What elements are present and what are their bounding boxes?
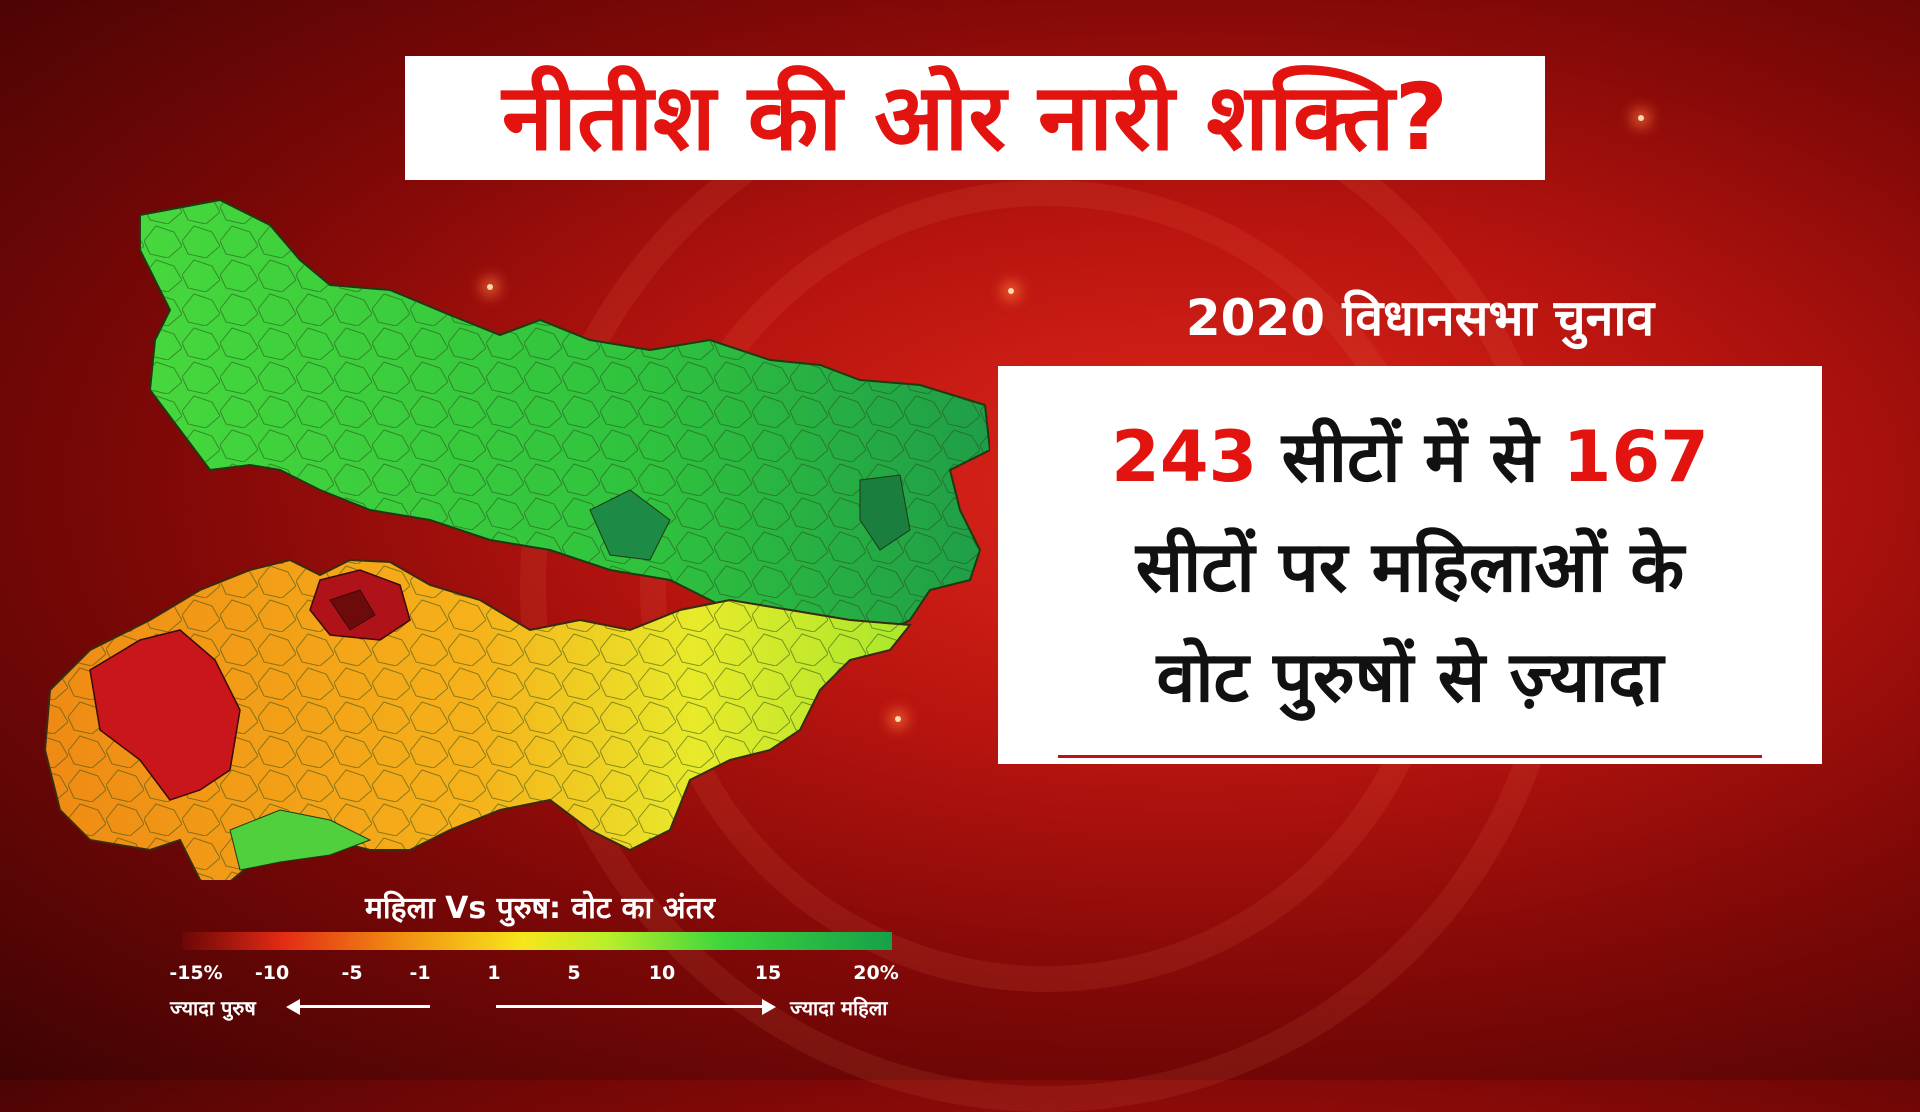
sparkle [1008, 288, 1014, 294]
sparkle [1638, 115, 1644, 121]
bihar-map-svg [43, 198, 990, 880]
dark-green-patch [859, 474, 911, 551]
legend-tick: 5 [567, 962, 581, 984]
page-title: नीतीश की ओर नारी शक्ति? [502, 64, 1448, 171]
info-divider [1058, 755, 1762, 758]
bihar-map [30, 190, 990, 880]
north-district-borders [140, 200, 990, 640]
legend-tick: 1 [487, 962, 501, 984]
more-women-label: ज्यादा महिला [790, 996, 888, 1020]
more-men-label: ज्यादा पुरुष [170, 996, 256, 1020]
darkred-region [329, 589, 376, 631]
arrow-left-line [296, 1005, 430, 1008]
sparkle [487, 284, 493, 290]
legend-tick: 10 [648, 962, 676, 984]
legend-tick: 15 [754, 962, 782, 984]
legend-tick: -15% [169, 962, 223, 984]
south-district-borders [45, 560, 910, 880]
info-line-1: 243 सीटों में से 167 [998, 406, 1822, 502]
info-box: 243 सीटों में से 167 सीटों पर महिलाओं के… [998, 366, 1822, 764]
red-region-west [89, 629, 241, 801]
info-line-3: वोट पुरुषों से ज़्यादा [1156, 636, 1664, 718]
arrow-right-icon [762, 999, 776, 1015]
sparkle [895, 716, 901, 722]
legend-title: महिला Vs पुरुष: वोट का अंतर [364, 891, 716, 926]
legend-color-scale [182, 932, 892, 950]
women-majority-seats: 167 [1562, 416, 1709, 498]
subtitle: 2020 विधानसभा चुनाव [1185, 289, 1655, 347]
dark-green-patch [589, 489, 671, 561]
info-line-1-text: सीटों में से [1257, 416, 1563, 498]
total-seats: 243 [1111, 416, 1258, 498]
legend-tick: 20% [853, 962, 899, 984]
south-green-band [229, 809, 372, 871]
info-line-2: सीटों पर महिलाओं के [1135, 526, 1685, 608]
legend-tick: -5 [341, 962, 363, 984]
arrow-right-line [496, 1005, 766, 1008]
legend-tick: -1 [409, 962, 431, 984]
legend-tick: -10 [254, 962, 290, 984]
title-box: नीतीश की ओर नारी शक्ति? [405, 56, 1545, 180]
arrow-left-icon [286, 999, 300, 1015]
